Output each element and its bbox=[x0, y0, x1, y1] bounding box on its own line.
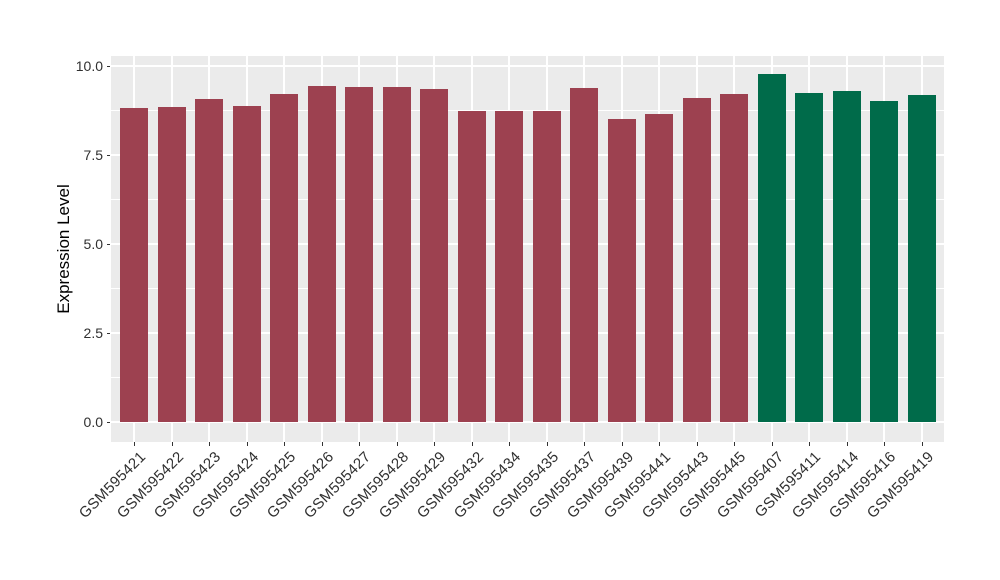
bar-GSM595416 bbox=[870, 101, 898, 423]
x-tick-mark bbox=[809, 442, 810, 446]
x-tick-mark bbox=[434, 442, 435, 446]
bar-GSM595439 bbox=[607, 119, 636, 423]
gridline-major bbox=[111, 243, 944, 246]
x-tick-mark bbox=[284, 442, 285, 446]
bar-GSM595427 bbox=[345, 87, 373, 423]
bar-GSM595445 bbox=[720, 94, 748, 423]
x-tick-mark bbox=[246, 442, 248, 446]
bar-GSM595441 bbox=[645, 113, 673, 423]
bar-GSM595429 bbox=[420, 88, 448, 423]
x-tick-mark bbox=[771, 442, 773, 446]
x-tick-mark bbox=[134, 442, 135, 446]
bar-GSM595434 bbox=[495, 111, 523, 423]
bar-GSM595428 bbox=[382, 86, 411, 423]
bar-GSM595432 bbox=[457, 111, 486, 423]
gridline-major bbox=[111, 332, 944, 335]
gridline-minor bbox=[111, 288, 944, 290]
x-tick-mark bbox=[696, 442, 698, 446]
x-tick-mark bbox=[171, 442, 173, 446]
plot-panel bbox=[111, 56, 944, 442]
bar-GSM595411 bbox=[795, 92, 823, 423]
x-tick-mark bbox=[884, 442, 885, 446]
x-tick-mark bbox=[321, 442, 323, 446]
y-tick-label: 5.0 bbox=[83, 236, 103, 253]
bar-GSM595435 bbox=[532, 111, 561, 423]
gridline-major bbox=[111, 65, 944, 67]
x-tick-mark bbox=[546, 442, 548, 446]
bar-GSM595407 bbox=[757, 73, 786, 423]
bar-GSM595419 bbox=[907, 94, 936, 423]
y-tick-mark bbox=[107, 422, 110, 424]
y-tick-mark bbox=[107, 244, 110, 246]
y-tick-label: 0.0 bbox=[83, 414, 103, 431]
x-tick-mark bbox=[209, 442, 210, 446]
x-tick-mark bbox=[846, 442, 848, 446]
gridline-minor bbox=[111, 110, 944, 112]
x-tick-mark bbox=[734, 442, 735, 446]
x-tick-mark bbox=[359, 442, 360, 446]
gridline-minor bbox=[111, 377, 944, 379]
y-tick-label: 2.5 bbox=[83, 325, 103, 342]
bar-GSM595414 bbox=[832, 91, 861, 423]
bar-GSM595423 bbox=[195, 99, 223, 423]
bar-GSM595422 bbox=[157, 106, 186, 423]
gridline-major bbox=[111, 421, 944, 424]
x-tick-mark bbox=[659, 442, 660, 446]
bar-GSM595426 bbox=[307, 86, 336, 423]
bar-GSM595443 bbox=[682, 97, 711, 423]
gridline-major bbox=[111, 154, 944, 157]
x-tick-mark bbox=[584, 442, 585, 446]
bar-GSM595425 bbox=[270, 94, 298, 423]
y-tick-label: 10.0 bbox=[75, 58, 103, 74]
x-tick-mark bbox=[921, 442, 923, 446]
bar-GSM595424 bbox=[232, 105, 261, 423]
x-tick-mark bbox=[396, 442, 398, 446]
y-tick-label: 7.5 bbox=[83, 147, 103, 164]
y-tick-mark bbox=[107, 66, 110, 67]
bar-GSM595421 bbox=[120, 108, 148, 423]
x-tick-mark bbox=[621, 442, 623, 446]
bar-GSM595437 bbox=[570, 88, 598, 423]
y-tick-mark bbox=[107, 155, 110, 157]
x-tick-mark bbox=[509, 442, 510, 446]
gridline-minor bbox=[111, 199, 944, 201]
x-tick-mark bbox=[471, 442, 473, 446]
y-tick-mark bbox=[107, 333, 110, 335]
